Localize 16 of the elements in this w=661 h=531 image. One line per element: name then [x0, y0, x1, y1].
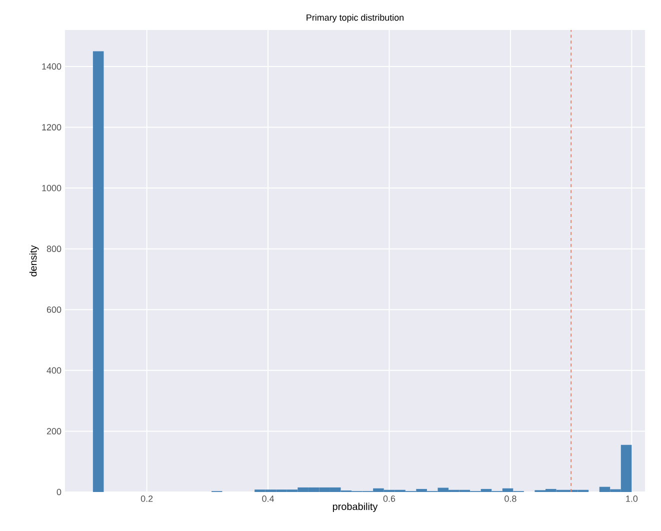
- y-tick-label: 800: [46, 246, 62, 252]
- x-axis-title: probability: [332, 502, 378, 512]
- x-tick-label: 0.4: [262, 496, 274, 502]
- x-tick-label: 0.8: [504, 496, 516, 502]
- x-tick-label: 0.2: [140, 496, 153, 502]
- y-axis-title: density: [29, 245, 39, 276]
- y-tick-label: 0: [56, 488, 62, 496]
- y-tick-label: 1000: [42, 184, 62, 192]
- y-tick-label: 200: [46, 428, 62, 434]
- chart-title: Primary topic distribution: [306, 14, 404, 22]
- y-tick-label: 600: [46, 306, 62, 313]
- x-tick-label: 1.0: [626, 496, 638, 502]
- y-tick-label: 1400: [42, 63, 62, 70]
- y-tick-label: 400: [46, 367, 62, 374]
- y-tick-label: 1200: [42, 124, 62, 130]
- x-tick-label: 0.6: [383, 496, 396, 502]
